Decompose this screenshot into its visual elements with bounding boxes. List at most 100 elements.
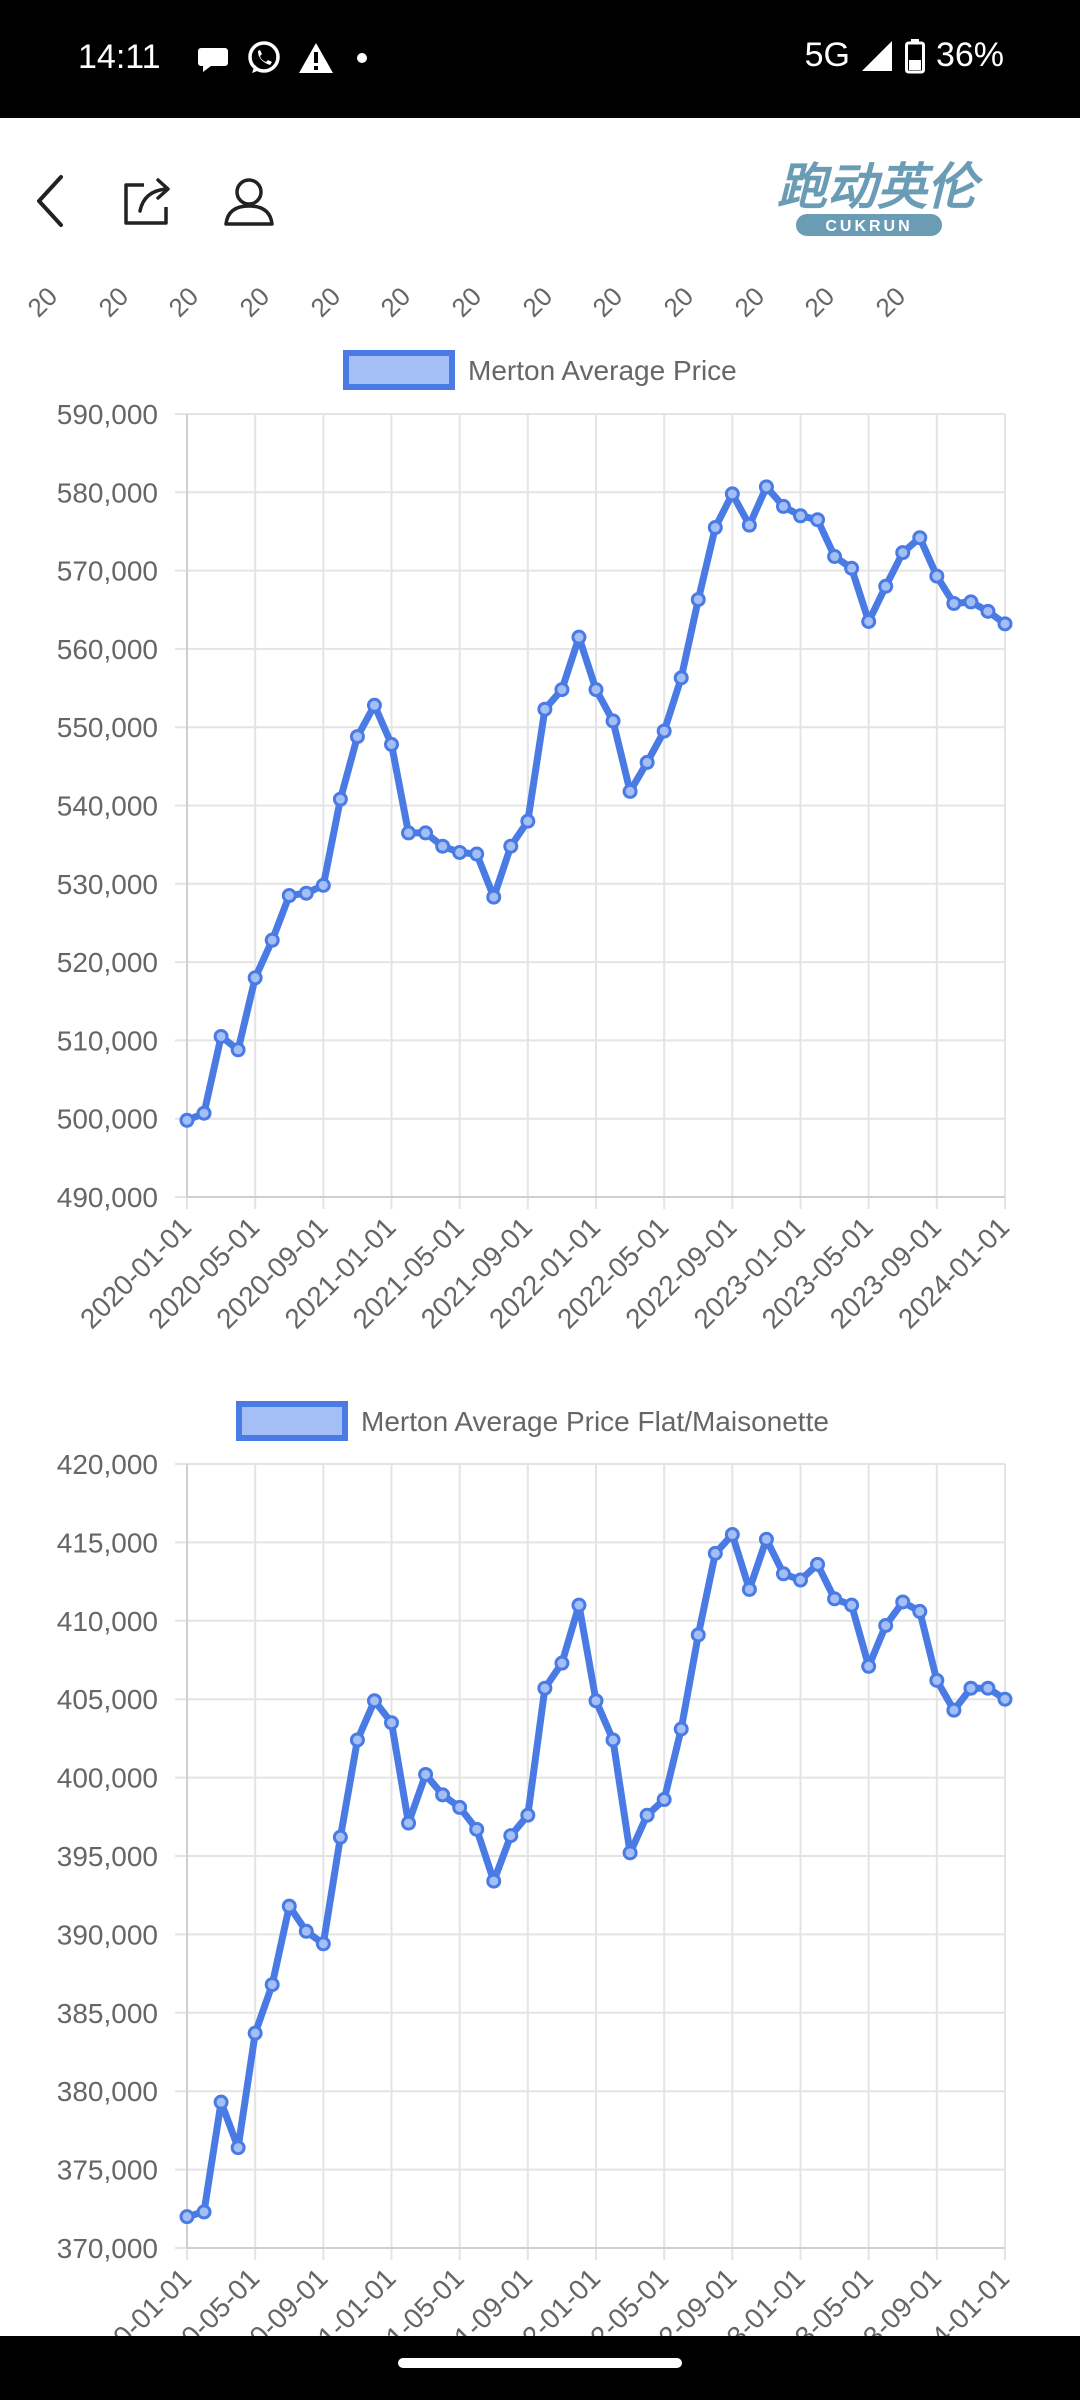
- logo-text: 跑动英伦: [777, 157, 984, 216]
- x-tick-label: 2020-01-01: [74, 2262, 197, 2336]
- y-tick-label: 395,000: [57, 1841, 158, 1872]
- data-point: [486, 889, 502, 905]
- data-point: [349, 729, 365, 745]
- legend-label: Merton Average Price Flat/Maisonette: [361, 1406, 829, 1437]
- y-tick-label: 570,000: [57, 556, 158, 587]
- data-point: [401, 1815, 417, 1831]
- data-point: [332, 791, 348, 807]
- data-point: [895, 1594, 911, 1610]
- data-point: [469, 846, 485, 862]
- data-point: [469, 1821, 485, 1837]
- share-icon: [124, 178, 170, 225]
- data-point: [247, 2025, 263, 2041]
- data-point: [554, 1655, 570, 1671]
- partial-x-tick-label: 20: [587, 281, 629, 323]
- y-tick-label: 560,000: [57, 634, 158, 665]
- legend-swatch: [343, 350, 455, 390]
- data-point: [520, 1807, 536, 1823]
- data-point: [366, 1693, 382, 1709]
- y-tick-label: 390,000: [57, 1919, 158, 1950]
- data-point: [281, 888, 297, 904]
- data-point: [315, 877, 331, 893]
- data-point: [384, 736, 399, 752]
- data-point: [230, 2140, 246, 2156]
- data-point: [758, 1531, 774, 1547]
- data-point: [230, 1042, 246, 1058]
- data-point: [861, 613, 877, 629]
- y-tick-label: 590,000: [57, 399, 158, 430]
- whatsapp-icon: [248, 41, 280, 73]
- data-point: [537, 701, 553, 717]
- data-point: [673, 1721, 689, 1737]
- data-point: [724, 1527, 740, 1543]
- partial-x-tick-label: 20: [375, 281, 417, 323]
- data-point: [810, 1556, 826, 1572]
- home-indicator[interactable]: [398, 2358, 682, 2368]
- data-point: [980, 603, 996, 619]
- data-point: [605, 713, 621, 729]
- data-point: [298, 1923, 314, 1939]
- data-point: [775, 1566, 791, 1582]
- data-point: [878, 578, 894, 594]
- y-tick-label: 375,000: [57, 2155, 158, 2186]
- data-point: [452, 844, 468, 860]
- signal-icon: [861, 40, 892, 71]
- account-icon: [224, 178, 274, 226]
- notification-icons: [195, 38, 375, 78]
- data-point: [980, 1680, 996, 1696]
- data-point: [179, 1112, 195, 1128]
- chat-bubble-icon: [198, 48, 228, 72]
- data-point: [827, 1591, 843, 1607]
- navigation-bar: [0, 2336, 1080, 2400]
- data-point: [690, 1627, 706, 1643]
- data-point: [605, 1732, 621, 1748]
- data-point: [213, 1028, 229, 1044]
- data-point: [298, 885, 314, 901]
- data-point: [264, 1977, 280, 1993]
- warning-icon: [299, 43, 333, 73]
- partial-x-tick-label: 20: [870, 281, 912, 323]
- dot-icon: [357, 53, 367, 63]
- data-point: [946, 595, 962, 611]
- y-tick-label: 370,000: [57, 2233, 158, 2264]
- data-point: [912, 1603, 928, 1619]
- data-point: [827, 549, 843, 565]
- data-point: [281, 1898, 297, 1914]
- data-point: [997, 1691, 1013, 1707]
- data-point: [486, 1873, 502, 1889]
- data-point: [571, 1597, 587, 1613]
- data-point: [622, 1845, 638, 1861]
- data-point: [503, 838, 519, 854]
- data-point: [264, 932, 280, 948]
- data-point: [520, 813, 536, 829]
- data-point: [435, 838, 451, 854]
- y-tick-label: 420,000: [57, 1449, 158, 1480]
- share-button[interactable]: [113, 166, 183, 236]
- data-point: [707, 1545, 723, 1561]
- y-tick-label: 520,000: [57, 947, 158, 978]
- y-tick-label: 385,000: [57, 1998, 158, 2029]
- status-time: 14:11: [78, 38, 161, 76]
- y-tick-label: 380,000: [57, 2076, 158, 2107]
- back-button[interactable]: [16, 166, 86, 236]
- cukrun-logo[interactable]: 跑动英伦 CUKRUN: [762, 156, 992, 246]
- data-point: [844, 1597, 860, 1613]
- data-point: [929, 1672, 945, 1688]
- y-tick-label: 405,000: [57, 1684, 158, 1715]
- partial-x-tick-label: 20: [446, 281, 488, 323]
- partial-x-tick-label: 20: [729, 281, 771, 323]
- data-point: [861, 1658, 877, 1674]
- partial-x-tick-label: 20: [163, 281, 205, 323]
- partial-x-tick-label: 20: [517, 281, 559, 323]
- account-button[interactable]: [214, 166, 284, 236]
- y-tick-label: 490,000: [57, 1182, 158, 1213]
- data-point: [537, 1680, 553, 1696]
- data-point: [997, 616, 1013, 632]
- data-point: [349, 1732, 365, 1748]
- data-point: [418, 1766, 434, 1782]
- legend-label: Merton Average Price: [468, 355, 737, 386]
- partial-x-tick-label: 20: [799, 281, 841, 323]
- data-point: [179, 2209, 195, 2225]
- data-point: [639, 754, 655, 770]
- data-point: [844, 560, 860, 576]
